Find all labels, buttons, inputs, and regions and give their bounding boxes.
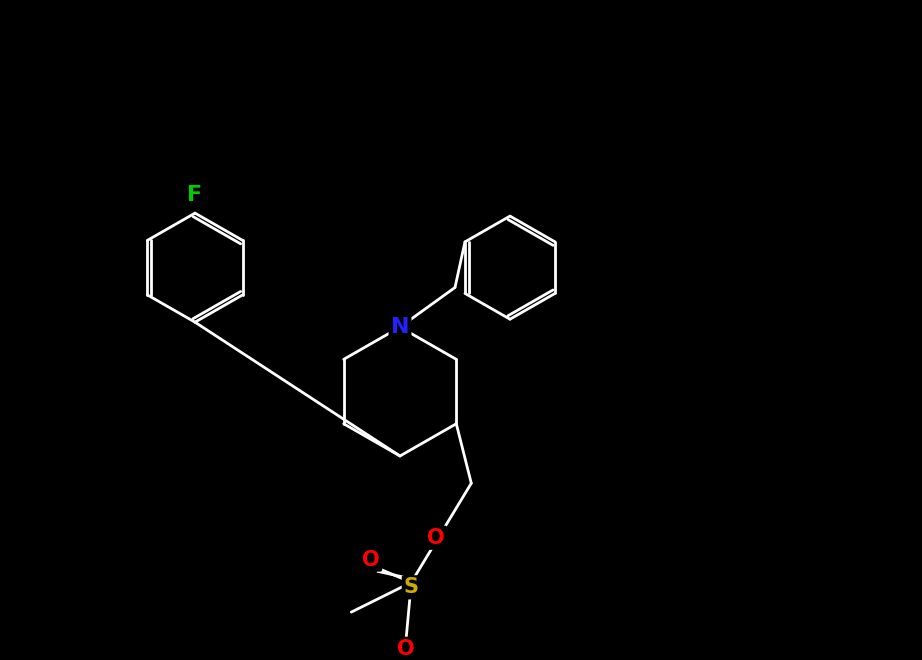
- Text: O: O: [397, 639, 415, 659]
- Text: N: N: [391, 317, 409, 337]
- Text: O: O: [362, 550, 380, 570]
- Text: F: F: [187, 185, 203, 205]
- Text: O: O: [428, 528, 445, 548]
- Text: S: S: [404, 578, 419, 597]
